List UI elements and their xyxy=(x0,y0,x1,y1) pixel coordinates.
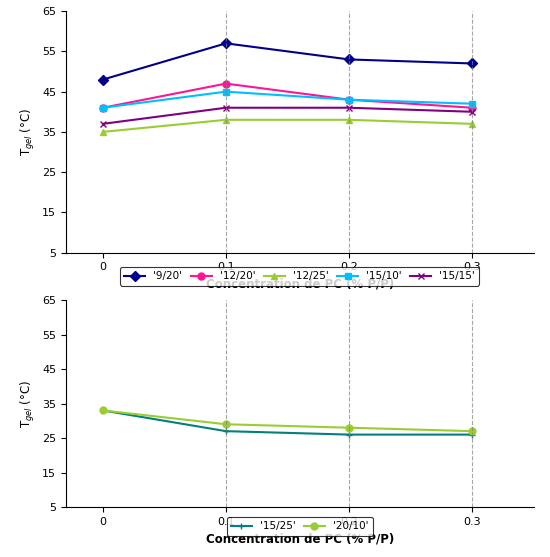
'15/10' xyxy=(100,104,106,111)
'12/25' xyxy=(345,116,352,123)
'12/20' xyxy=(469,104,475,111)
'15/10' xyxy=(345,96,352,103)
'12/20' xyxy=(100,104,106,111)
Y-axis label: T$_{gel}$ (°C): T$_{gel}$ (°C) xyxy=(19,379,37,428)
'9/20' xyxy=(345,56,352,63)
Line: '20/10': '20/10' xyxy=(100,407,475,434)
'15/15' xyxy=(223,104,229,111)
'12/20' xyxy=(345,96,352,103)
'15/10' xyxy=(223,89,229,95)
Line: '12/20': '12/20' xyxy=(100,80,475,111)
Line: '9/20': '9/20' xyxy=(100,40,475,83)
'12/20' xyxy=(223,80,229,87)
'15/15' xyxy=(469,109,475,115)
'9/20' xyxy=(100,76,106,83)
'9/20' xyxy=(223,40,229,47)
Legend: '15/25', '20/10': '15/25', '20/10' xyxy=(227,517,373,536)
'12/25' xyxy=(100,129,106,135)
Y-axis label: T$_{gel}$ (°C): T$_{gel}$ (°C) xyxy=(19,108,37,156)
Line: '15/10': '15/10' xyxy=(100,88,475,111)
'12/25' xyxy=(223,116,229,123)
X-axis label: Concentration de PC (% P/P): Concentration de PC (% P/P) xyxy=(206,532,394,545)
'20/10' xyxy=(469,428,475,434)
'20/10' xyxy=(100,407,106,414)
'15/25' xyxy=(345,431,352,438)
'15/15' xyxy=(100,120,106,127)
'12/25' xyxy=(469,120,475,127)
'15/25' xyxy=(223,428,229,434)
'15/25' xyxy=(469,431,475,438)
Line: '15/25': '15/25' xyxy=(100,407,475,438)
'9/20' xyxy=(469,60,475,67)
X-axis label: Concentration de PC (% P/P): Concentration de PC (% P/P) xyxy=(206,278,394,291)
Line: '15/15': '15/15' xyxy=(100,104,475,128)
Line: '12/25': '12/25' xyxy=(100,116,475,135)
Legend: '9/20', '12/20', '12/25', '15/10', '15/15': '9/20', '12/20', '12/25', '15/10', '15/1… xyxy=(120,267,480,286)
'15/25' xyxy=(100,407,106,414)
'20/10' xyxy=(345,424,352,431)
'20/10' xyxy=(223,421,229,428)
'15/15' xyxy=(345,104,352,111)
'15/10' xyxy=(469,100,475,107)
